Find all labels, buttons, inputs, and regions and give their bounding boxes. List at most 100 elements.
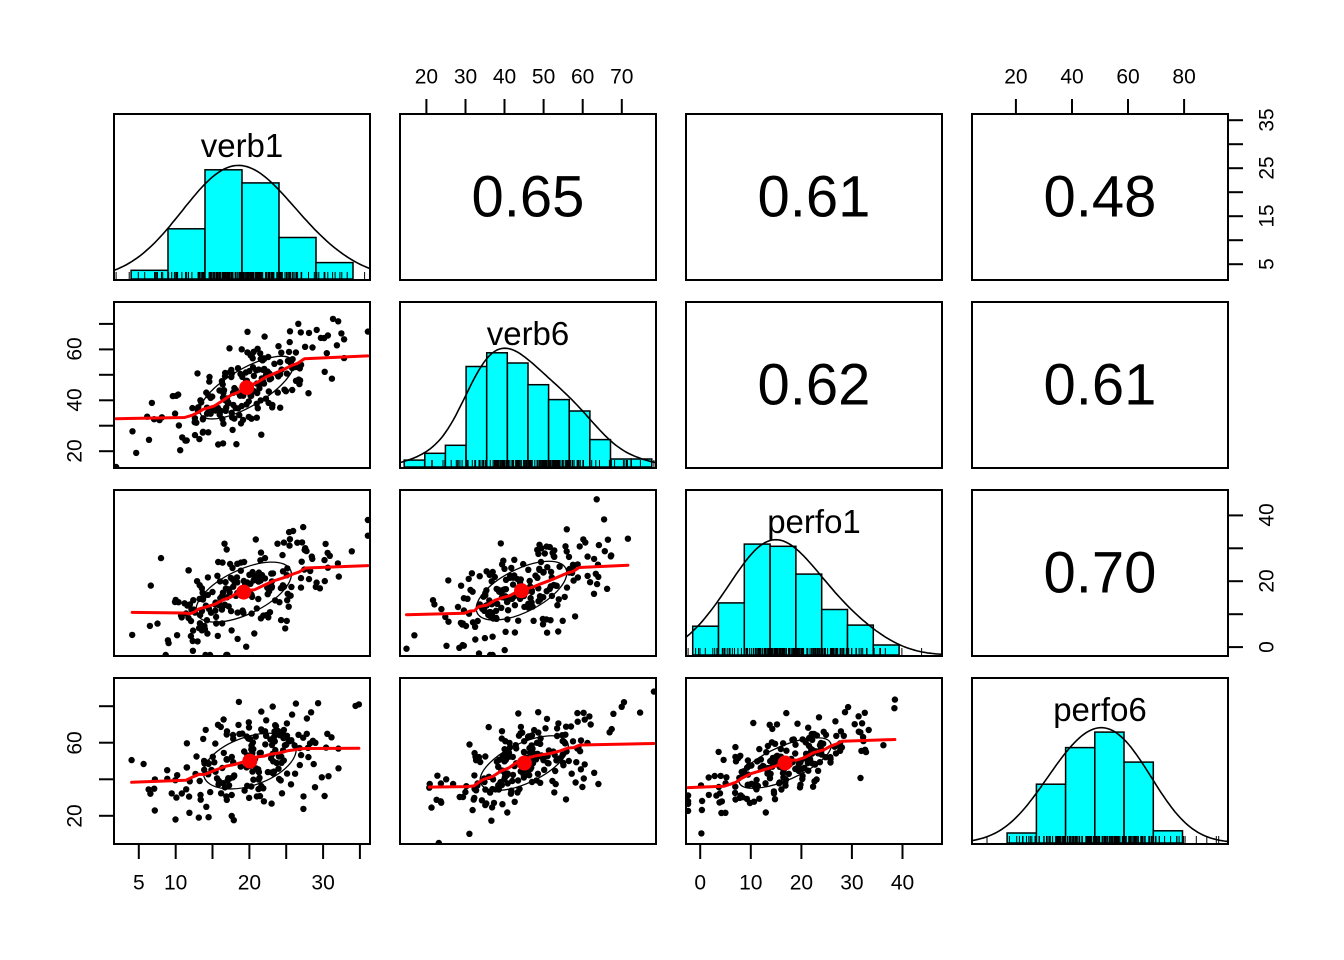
x-axis-label-perfo1: 30	[840, 871, 864, 895]
correlation-ellipse	[202, 732, 297, 790]
hist-bar	[424, 452, 447, 468]
variable-title: verb1	[201, 127, 284, 164]
x-axis-label-perfo6: 40	[1060, 65, 1084, 89]
y-axis-label-verb6: 60	[63, 337, 87, 362]
panel-scatter-verb6-perfo6	[399, 677, 657, 845]
x-axis-label-verb1: 5	[132, 871, 145, 895]
mean-dot	[239, 380, 255, 396]
hist-bar	[204, 169, 243, 280]
panel-border	[971, 113, 1229, 281]
panel-border	[685, 489, 943, 657]
panel-border	[113, 113, 371, 281]
x-axis-label-perfo1: 40	[890, 871, 915, 895]
hist-bar	[241, 182, 280, 280]
x-axis-label-perfo6: 20	[1004, 65, 1028, 89]
panel-hist-perfo1: perfo1	[685, 489, 943, 657]
rug-marks	[423, 460, 655, 467]
hist-bar	[872, 644, 900, 656]
y-axis-label-perfo1: 0	[1255, 641, 1279, 653]
x-axis-label-verb6: 30	[453, 65, 478, 89]
panel-corr-perfo1-perfo6: 0.70	[971, 489, 1229, 657]
hist-bar	[589, 438, 612, 468]
panel-corr-verb6-perfo1: 0.62	[685, 301, 943, 469]
panel-corr-verb1-verb6: 0.65	[399, 113, 657, 281]
x-axis-label-verb1: 30	[311, 871, 335, 895]
panel-border	[685, 677, 943, 845]
hist-bar	[1035, 783, 1067, 844]
x-axis-label-perfo1: 0	[694, 871, 707, 895]
x-axis-label-perfo1: 20	[789, 871, 814, 895]
correlation-value: 0.62	[758, 353, 871, 418]
y-axis-label-perfo6: 20	[63, 804, 87, 828]
mean-dot	[236, 584, 252, 600]
correlation-ellipse	[199, 355, 295, 420]
x-axis-label-perfo6: 80	[1172, 65, 1196, 89]
panel-hist-verb1: verb1	[113, 113, 371, 281]
y-axis-label-verb6: 20	[63, 439, 87, 463]
scatter-points	[129, 516, 371, 657]
hist-bar	[444, 444, 467, 468]
panel-corr-verb1-perfo1: 0.61	[685, 113, 943, 281]
density-curve	[399, 347, 657, 464]
panel-border	[685, 301, 943, 469]
panel-scatter-verb6-perfo1	[399, 489, 657, 657]
hist-bar	[1152, 830, 1184, 844]
panel-hist-verb6: verb6	[399, 301, 657, 469]
y-axis-label-perfo1: 20	[1255, 569, 1279, 593]
hist-bar	[769, 545, 797, 656]
x-axis-label-verb1: 20	[237, 871, 262, 895]
hist-bar	[1123, 761, 1155, 844]
panel-border	[971, 677, 1229, 845]
variable-title: perfo1	[767, 503, 861, 540]
hist-bar	[1094, 731, 1125, 844]
panel-scatter-verb1-perfo1	[113, 489, 371, 657]
y-axis-label-verb1: 35	[1255, 108, 1279, 132]
correlation-value: 0.48	[1044, 165, 1157, 230]
hist-bar	[743, 543, 771, 656]
panel-border	[685, 113, 943, 281]
hist-bar	[547, 398, 570, 468]
panel-scatter-verb1-verb6	[113, 301, 371, 469]
hist-bar	[568, 410, 591, 468]
y-axis-label-verb1: 5	[1255, 258, 1279, 271]
correlation-ellipse	[479, 735, 569, 792]
panel-border	[113, 677, 371, 845]
hist-bar	[167, 228, 206, 280]
x-axis-label-perfo1: 10	[739, 871, 763, 895]
correlation-value: 0.65	[472, 165, 585, 230]
panel-border	[399, 489, 657, 657]
panel-border	[399, 301, 657, 469]
x-axis-label-verb6: 20	[414, 65, 439, 89]
density-curve	[685, 538, 943, 656]
variable-title: verb6	[487, 315, 570, 352]
variable-title: perfo6	[1053, 691, 1147, 728]
y-axis-label-verb1: 15	[1255, 204, 1279, 228]
panel-border	[971, 301, 1229, 469]
panel-border	[113, 301, 371, 469]
x-axis-label-verb6: 40	[492, 65, 517, 89]
panel-border	[399, 113, 657, 281]
density-curve	[113, 164, 371, 272]
x-axis-label-verb6: 50	[531, 65, 556, 89]
hist-bar	[506, 362, 529, 468]
panel-corr-verb1-perfo6: 0.48	[971, 113, 1229, 281]
x-axis-label-verb6: 70	[610, 65, 634, 89]
x-axis-label-verb6: 60	[571, 65, 595, 89]
scatter-points	[685, 696, 899, 837]
panel-hist-perfo6: perfo6	[971, 677, 1229, 845]
panel-corr-verb6-perfo6: 0.61	[971, 301, 1229, 469]
rug-marks	[986, 836, 1220, 843]
hist-bar	[717, 602, 746, 656]
panel-scatter-verb1-perfo6	[113, 677, 371, 845]
y-axis-label-perfo6: 60	[63, 731, 87, 755]
hist-bar	[465, 365, 488, 468]
x-axis-label-verb1: 10	[164, 871, 188, 895]
hist-bar	[1064, 746, 1096, 844]
mean-dot	[242, 753, 258, 769]
y-axis-label-verb6: 40	[63, 388, 87, 412]
panel-border	[113, 489, 371, 657]
x-axis-label-perfo6: 60	[1116, 65, 1140, 89]
correlation-value: 0.61	[758, 165, 871, 230]
correlation-value: 0.70	[1044, 541, 1157, 606]
